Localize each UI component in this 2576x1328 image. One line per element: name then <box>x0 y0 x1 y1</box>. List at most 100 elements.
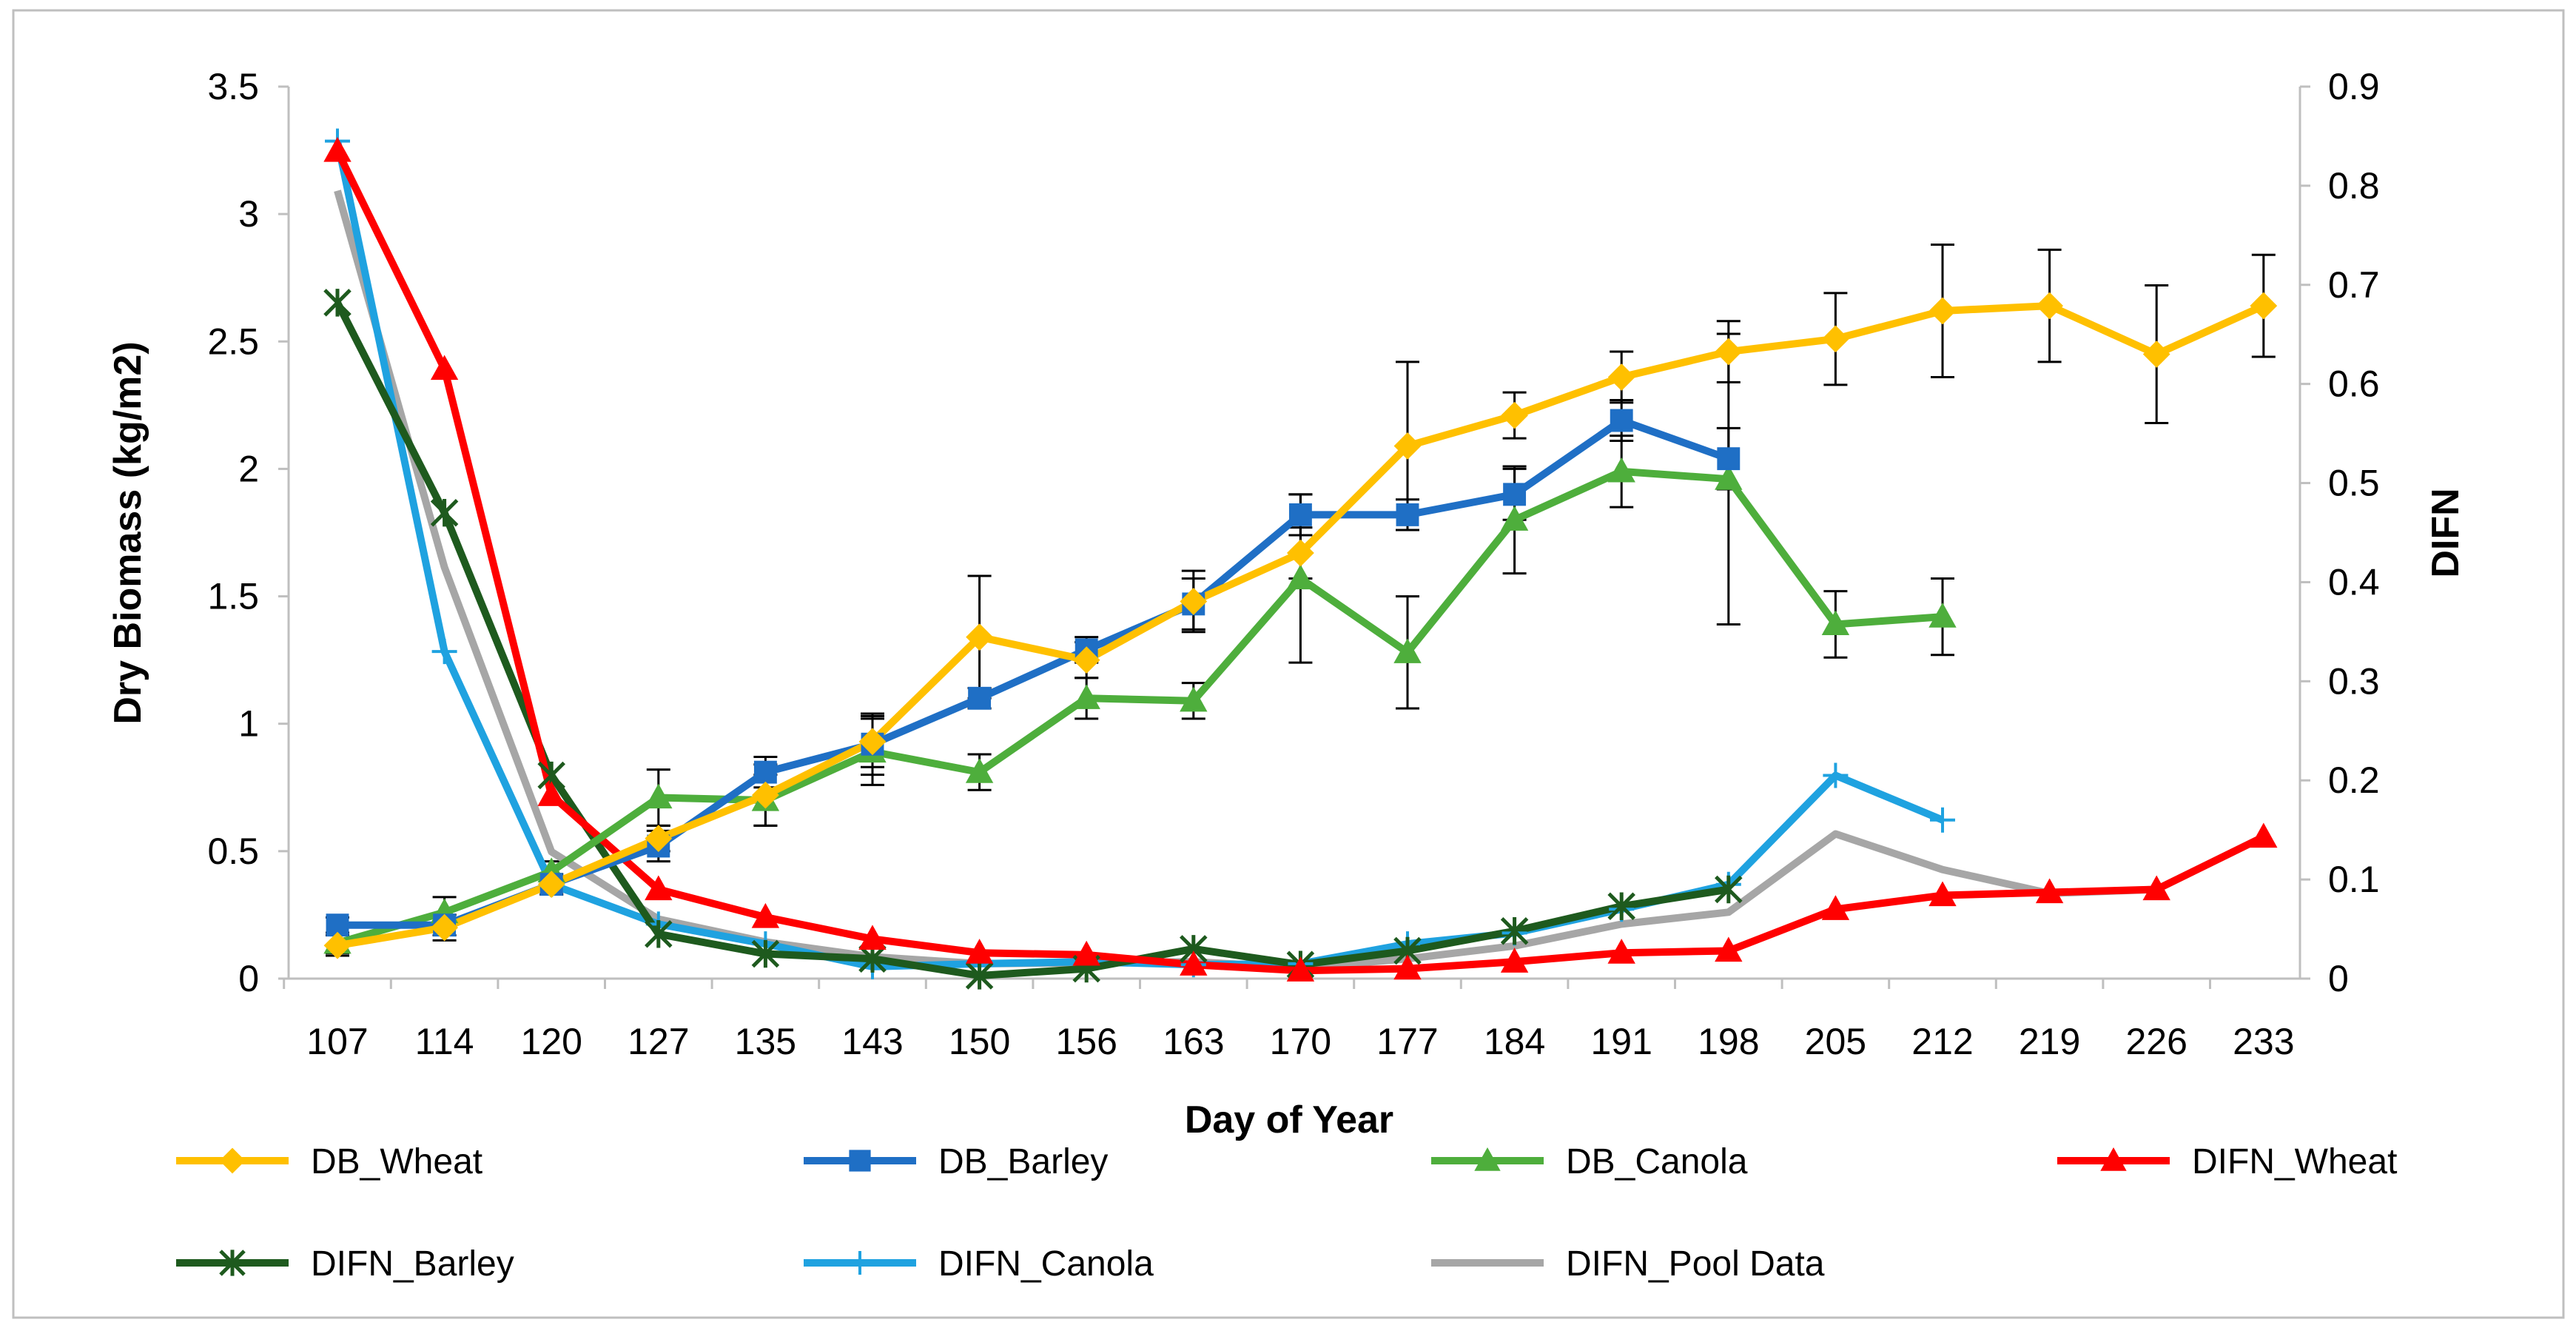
db-canola-point <box>1393 638 1422 663</box>
difn-wheat-point <box>1928 881 1957 907</box>
difn-canola-point <box>1930 807 1955 833</box>
y2-tick-label: 0.7 <box>2328 264 2380 306</box>
difn-canola-point <box>431 639 457 665</box>
db-wheat-point <box>966 623 994 651</box>
db-wheat-point <box>1715 338 1743 366</box>
difn-barley-point <box>645 919 673 948</box>
difn-canola-point <box>1823 762 1849 788</box>
difn-wheat-point <box>2142 875 2170 901</box>
x-tick-label: 135 <box>735 1021 796 1062</box>
y-tick-label: 1.5 <box>207 576 259 617</box>
x-tick-label: 177 <box>1376 1021 1438 1062</box>
db-wheat-point <box>431 913 459 942</box>
legend-marker-difn-barley <box>219 1250 246 1276</box>
db-wheat-point <box>1286 539 1314 567</box>
legend-label-difn-barley: DIFN_Barley <box>311 1244 514 1284</box>
db-barley-point <box>753 760 777 784</box>
x-tick-label: 170 <box>1270 1021 1331 1062</box>
y2-tick-label: 0.3 <box>2328 660 2380 702</box>
legend-label-db-barley: DB_Barley <box>938 1142 1108 1181</box>
legend-label-db-wheat: DB_Wheat <box>311 1142 482 1181</box>
db-canola-point <box>1500 506 1529 531</box>
db-canola-point <box>1607 457 1635 483</box>
x-tick-label: 114 <box>415 1021 474 1062</box>
y2-tick-label: 0 <box>2328 958 2349 999</box>
difn-barley-point <box>430 498 459 527</box>
db-wheat-point <box>2036 292 2064 320</box>
db-canola-point <box>1715 465 1743 490</box>
y2-axis-ticks: 0 0.1 0.2 0.3 0.4 0.5 0.6 0.7 0.8 0.9 <box>2300 66 2380 999</box>
db-barley-point <box>1503 483 1527 506</box>
difn-wheat-point <box>537 781 565 806</box>
legend-label-difn-wheat: DIFN_Wheat <box>2192 1142 2397 1181</box>
db-canola-point <box>645 783 673 809</box>
x-tick-label: 143 <box>841 1021 903 1062</box>
difn-barley-line <box>334 301 1729 979</box>
x-tick-label: 156 <box>1055 1021 1117 1062</box>
x-axis-ticks: 107 114 120 127 135 143 150 156 163 170 177 184 191 1… <box>283 979 2295 1062</box>
difn-barley-point <box>323 289 352 317</box>
difn-wheat-point <box>1715 936 1743 962</box>
legend-marker-db-barley <box>849 1150 871 1172</box>
y-tick-label: 3.5 <box>207 66 259 107</box>
legend-label-difn-canola: DIFN_Canola <box>938 1244 1154 1284</box>
difn-wheat-point <box>751 902 780 928</box>
db-canola-line <box>336 467 1943 947</box>
y2-tick-label: 0.1 <box>2328 859 2380 900</box>
difn-wheat-point <box>1500 948 1529 973</box>
db-canola-point <box>965 758 994 783</box>
y2-tick-label: 0.6 <box>2328 363 2380 405</box>
db-barley-point <box>968 686 992 710</box>
db-wheat-point <box>1072 646 1100 674</box>
difn-wheat-point <box>2250 822 2278 848</box>
db-wheat-point <box>1393 432 1422 460</box>
x-tick-label: 120 <box>520 1021 582 1062</box>
difn-wheat-point <box>858 925 887 950</box>
db-wheat-point <box>1821 325 1849 353</box>
x-tick-label: 184 <box>1484 1021 1545 1062</box>
legend-marker-db-wheat <box>219 1147 246 1174</box>
db-wheat-point <box>1607 363 1635 391</box>
x-tick-label: 205 <box>1805 1021 1866 1062</box>
db-wheat-point <box>1180 588 1208 615</box>
difn-wheat-point <box>645 875 673 901</box>
y-tick-label: 3 <box>238 193 259 235</box>
difn-barley-point <box>1715 875 1743 904</box>
y-tick-label: 0.5 <box>207 831 259 872</box>
db-wheat-point <box>1501 401 1529 429</box>
difn-wheat-point <box>1393 954 1422 980</box>
series-markers <box>323 128 2278 990</box>
x-tick-label: 226 <box>2125 1021 2187 1062</box>
y2-tick-label: 0.9 <box>2328 66 2380 107</box>
x-tick-label: 150 <box>949 1021 1010 1062</box>
legend-marker-difn-canola <box>848 1251 872 1275</box>
difn-barley-point <box>965 962 994 990</box>
db-wheat-point <box>2142 341 2170 368</box>
difn-wheat-point <box>323 136 352 162</box>
difn-barley-point <box>1607 892 1635 921</box>
legend-label-db-canola: DB_Canola <box>1566 1142 1748 1181</box>
difn-wheat-point <box>1180 950 1208 976</box>
y-axis-ticks: 0 0.5 1 1.5 2 2.5 3 3.5 <box>207 66 289 999</box>
x-tick-label: 107 <box>306 1021 368 1062</box>
difn-wheat-point <box>1821 895 1850 920</box>
x-tick-label: 233 <box>2233 1021 2294 1062</box>
legend-marker-difn-wheat <box>2100 1147 2127 1171</box>
difn-wheat-point <box>1607 939 1635 964</box>
x-tick-label: 127 <box>628 1021 689 1062</box>
x-axis-title: Day of Year <box>1185 1099 1393 1141</box>
legend-label-difn-pool-data: DIFN_Pool Data <box>1566 1244 1825 1284</box>
y-tick-label: 0 <box>238 958 259 999</box>
db-wheat-point <box>751 781 779 809</box>
x-tick-label: 212 <box>1911 1021 1973 1062</box>
difn-wheat-point <box>2035 878 2064 904</box>
difn-barley-point <box>751 939 780 968</box>
x-tick-label: 191 <box>1590 1021 1652 1062</box>
y2-tick-label: 0.5 <box>2328 463 2380 504</box>
x-tick-label: 163 <box>1163 1021 1224 1062</box>
difn-wheat-point <box>430 355 459 380</box>
db-canola-point <box>1286 564 1315 590</box>
y-axis-title: Dry Biomass (kg/m2) <box>107 341 149 724</box>
x-tick-label: 198 <box>1698 1021 1759 1062</box>
